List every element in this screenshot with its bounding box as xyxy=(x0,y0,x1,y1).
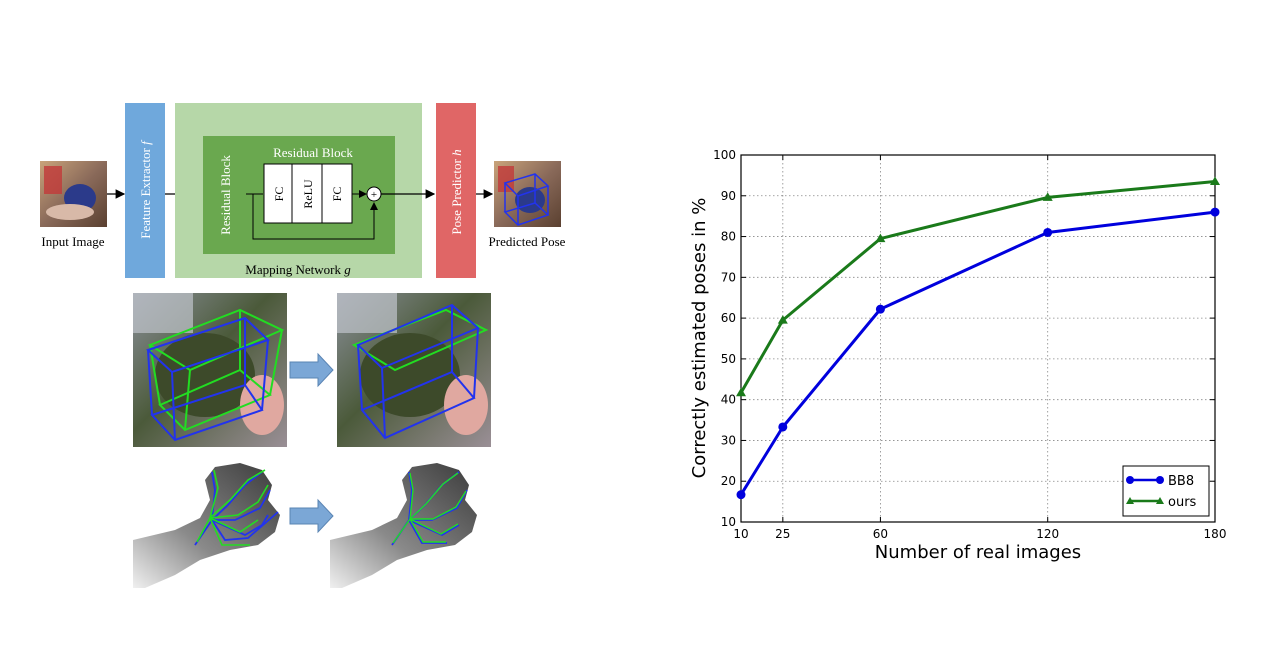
y-tick-label: 90 xyxy=(721,189,736,203)
chart-plot-area xyxy=(740,154,1216,523)
fc1-layer xyxy=(263,163,293,224)
legend-box xyxy=(1122,465,1210,517)
x-tick-label: 10 xyxy=(733,527,748,541)
chart-ylabel: Correctly estimated poses in % xyxy=(689,198,710,479)
y-tick-label: 40 xyxy=(721,393,736,407)
pose-predictor-label: Pose Predictor h xyxy=(449,149,464,234)
object-photo-after xyxy=(337,293,491,447)
input-image-thumbnail xyxy=(40,161,107,227)
data-point-ours xyxy=(875,233,886,243)
y-tick-label: 30 xyxy=(721,433,736,447)
data-point-bb8 xyxy=(1210,207,1220,217)
chart-legend: BB8 ours xyxy=(1122,465,1210,517)
feature-extractor-block xyxy=(125,103,165,278)
data-point-bb8 xyxy=(1043,227,1053,237)
architecture-diagram: Input Image Feature Extractor f Mapping … xyxy=(40,103,566,278)
y-tick-label: 10 xyxy=(721,515,736,529)
skip-connection xyxy=(252,194,378,240)
data-point-bb8 xyxy=(875,304,885,314)
y-tick-label: 80 xyxy=(721,230,736,244)
chart-ticks: 10 25 60 120 180 10 20 30 40 50 60 70 80 90 100 xyxy=(713,148,1226,541)
y-tick-label: 50 xyxy=(721,352,736,366)
legend-entry-bb8: BB8 xyxy=(1126,474,1194,489)
residual-block-right-label: Residual Block xyxy=(273,145,353,160)
data-point-bb8 xyxy=(736,490,746,500)
object-pose-example xyxy=(133,293,491,447)
data-point-ours xyxy=(777,315,788,324)
data-point-ours xyxy=(1210,176,1220,186)
input-image-label: Input Image xyxy=(41,234,104,249)
y-tick-label: 20 xyxy=(721,474,736,488)
fc2-label: FC xyxy=(330,187,344,202)
hand-pose-example xyxy=(133,463,477,588)
chart-xlabel: Number of real images xyxy=(875,542,1081,563)
hand-depth-after xyxy=(330,463,477,588)
chart-grid xyxy=(741,155,1215,522)
predicted-pose-label: Predicted Pose xyxy=(489,234,566,249)
x-tick-label: 120 xyxy=(1036,527,1059,541)
legend-label-ours: ours xyxy=(1168,495,1197,510)
x-tick-label: 25 xyxy=(775,527,790,541)
fc2-layer xyxy=(321,163,353,224)
add-node-label: + xyxy=(371,189,377,201)
mapping-network-label: Mapping Network g xyxy=(245,262,351,277)
fc1-label: FC xyxy=(272,187,286,202)
pose-predictor-block xyxy=(436,103,476,278)
data-point-ours xyxy=(736,387,746,397)
chart-series xyxy=(736,176,1220,500)
right-block-arrow-icon xyxy=(289,498,334,534)
relu-layer xyxy=(291,163,323,224)
y-tick-label: 60 xyxy=(721,311,736,325)
object-photo-before xyxy=(133,293,287,447)
residual-block-left xyxy=(203,136,246,254)
y-tick-label: 100 xyxy=(713,148,736,162)
legend-label-bb8: BB8 xyxy=(1168,474,1194,489)
legend-entry-ours: ours xyxy=(1126,495,1197,510)
hand-depth-before xyxy=(133,463,280,588)
x-tick-label: 180 xyxy=(1204,527,1227,541)
predicted-pose-thumbnail xyxy=(494,161,561,227)
y-tick-label: 70 xyxy=(721,270,736,284)
data-point-ours xyxy=(1042,192,1053,201)
feature-extractor-label: Feature Extractor f xyxy=(138,139,153,239)
relu-label: ReLU xyxy=(301,179,315,209)
residual-block-left-label: Residual Block xyxy=(218,155,233,235)
x-tick-label: 60 xyxy=(873,527,888,541)
data-point-bb8 xyxy=(778,422,788,432)
right-block-arrow-icon xyxy=(289,352,334,388)
line-chart: 10 25 60 120 180 10 20 30 40 50 60 70 80 90 100 Number… xyxy=(689,148,1226,563)
